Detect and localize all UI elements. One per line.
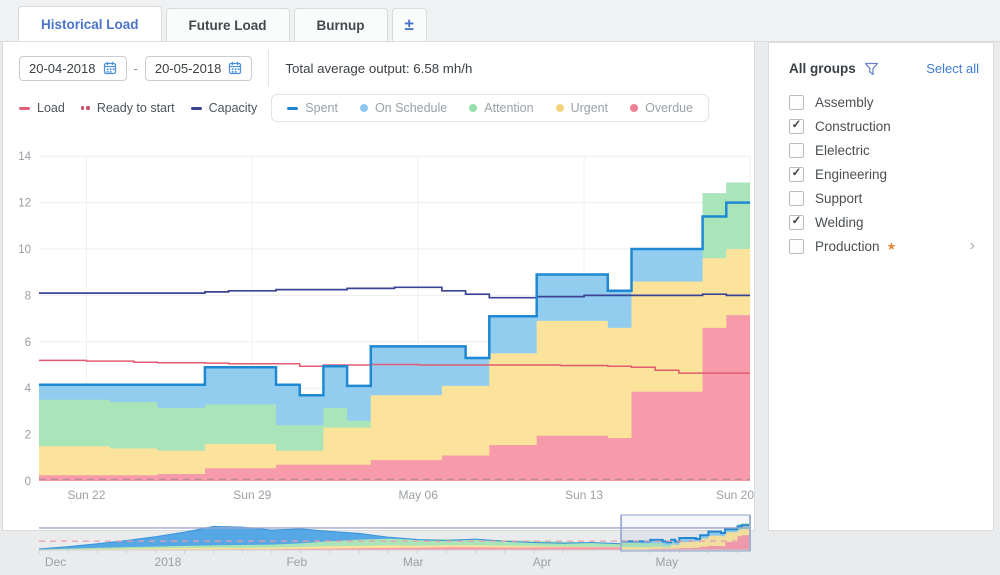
legend-item-capacity[interactable]: Capacity xyxy=(190,101,257,115)
group-label: Assembly xyxy=(815,94,874,110)
svg-text:May 06: May 06 xyxy=(399,488,439,502)
group-row-engineering[interactable]: ✓ Engineering xyxy=(789,162,979,186)
svg-text:Dec: Dec xyxy=(45,555,66,569)
line-legend: Load Ready to start Capacity xyxy=(19,101,257,115)
calendar-icon[interactable] xyxy=(103,61,117,75)
navigator-selection[interactable] xyxy=(620,514,751,552)
group-label: Welding xyxy=(815,214,864,230)
legend-item-overdue[interactable]: Overdue xyxy=(630,101,693,115)
svg-text:4: 4 xyxy=(25,383,32,395)
svg-text:2018: 2018 xyxy=(155,555,182,569)
toolbar-divider xyxy=(268,50,270,86)
star-icon: ★ xyxy=(886,240,897,253)
checkbox-engineering[interactable]: ✓ xyxy=(789,166,804,182)
chevron-right-icon[interactable]: › xyxy=(969,237,975,254)
filter-icon[interactable] xyxy=(864,62,879,76)
start-date-input[interactable]: 20-04-2018 xyxy=(19,55,127,81)
svg-text:2: 2 xyxy=(25,430,31,442)
total-average-output: Total average output: 6.58 mh/h xyxy=(285,60,473,76)
legend-item-load[interactable]: Load xyxy=(19,101,65,115)
chart-toolbar: 20-04-2018 - 20-05-2018 Total average ou… xyxy=(3,42,754,86)
ready-to-start-marker xyxy=(80,106,90,110)
group-label: Engineering xyxy=(815,166,888,182)
tab-historical-load[interactable]: Historical Load xyxy=(18,6,162,41)
svg-text:12: 12 xyxy=(18,198,31,210)
end-date-value: 20-05-2018 xyxy=(154,60,222,76)
attention-marker xyxy=(469,104,478,112)
svg-text:10: 10 xyxy=(18,244,31,256)
date-range-separator: - xyxy=(133,60,138,76)
tab-bar: Historical Load Future Load Burnup ± xyxy=(0,0,1000,42)
checkbox-support[interactable] xyxy=(789,190,804,206)
group-label: Support xyxy=(815,190,863,206)
checkbox-welding[interactable]: ✓ xyxy=(789,214,804,230)
svg-text:0: 0 xyxy=(25,476,31,488)
spent-marker xyxy=(287,106,299,110)
load-marker xyxy=(19,106,30,110)
svg-text:Sun 20: Sun 20 xyxy=(716,488,754,502)
checkbox-assembly[interactable] xyxy=(789,94,804,110)
svg-text:Sun 29: Sun 29 xyxy=(233,488,271,502)
start-date-value: 20-04-2018 xyxy=(29,60,96,76)
export-icon: ± xyxy=(404,15,414,34)
export-tab-button[interactable]: ± xyxy=(391,8,427,41)
group-label: Production xyxy=(815,238,880,254)
chart-panel: 20-04-2018 - 20-05-2018 Total average ou… xyxy=(2,42,756,569)
svg-text:Sun 13: Sun 13 xyxy=(565,488,603,502)
svg-text:Mar: Mar xyxy=(403,555,424,569)
capacity-marker xyxy=(190,106,202,110)
svg-text:8: 8 xyxy=(25,290,31,302)
legend-item-ready-to-start[interactable]: Ready to start xyxy=(80,101,175,115)
legend-item-urgent[interactable]: Urgent xyxy=(555,101,608,115)
group-row-elelectric[interactable]: Elelectric xyxy=(789,138,979,162)
group-label: Construction xyxy=(815,118,891,134)
on-schedule-marker xyxy=(359,104,368,112)
groups-header: All groups Select all xyxy=(789,61,979,76)
group-row-construction[interactable]: ✓ Construction xyxy=(789,114,979,138)
svg-text:6: 6 xyxy=(25,337,31,349)
tab-future-load[interactable]: Future Load xyxy=(165,8,290,41)
urgent-marker xyxy=(555,104,564,112)
timeline-navigator[interactable]: Dec 2018 Feb Mar Apr May xyxy=(3,512,756,570)
area-legend: Spent On Schedule Attention Urgent Overdue xyxy=(271,94,710,122)
svg-text:May: May xyxy=(655,555,678,569)
group-row-assembly[interactable]: Assembly xyxy=(789,90,979,114)
svg-text:Apr: Apr xyxy=(533,555,552,569)
group-row-welding[interactable]: ✓ Welding xyxy=(789,210,979,234)
group-label: Elelectric xyxy=(815,142,870,158)
groups-panel: All groups Select all Assembly ✓ Constru… xyxy=(768,42,994,531)
calendar-icon[interactable] xyxy=(228,61,242,75)
group-row-production[interactable]: Production ★ › xyxy=(789,234,979,258)
svg-text:Feb: Feb xyxy=(286,555,307,569)
svg-text:14: 14 xyxy=(18,151,31,163)
groups-title: All groups xyxy=(789,61,856,76)
end-date-input[interactable]: 20-05-2018 xyxy=(144,55,253,81)
overdue-marker xyxy=(630,104,639,112)
checkbox-production[interactable] xyxy=(789,238,804,254)
group-row-support[interactable]: Support xyxy=(789,186,979,210)
svg-text:Sun 22: Sun 22 xyxy=(67,488,105,502)
select-all-link[interactable]: Select all xyxy=(926,61,979,76)
legend-item-on-schedule[interactable]: On Schedule xyxy=(359,101,447,115)
tab-burnup[interactable]: Burnup xyxy=(293,8,388,41)
legend-item-spent[interactable]: Spent xyxy=(287,101,338,115)
legend-row: Load Ready to start Capacity Spent On Sched… xyxy=(3,85,754,123)
group-list: Assembly ✓ Construction Elelectric ✓ Eng… xyxy=(789,90,979,258)
legend-item-attention[interactable]: Attention xyxy=(469,101,534,115)
checkbox-construction[interactable]: ✓ xyxy=(789,118,804,134)
historical-load-chart[interactable]: 0 2 4 6 8 10 12 14 Sun 22 Sun 29 May 06 Sun 13 Sun 2… xyxy=(3,148,756,516)
checkbox-elelectric[interactable] xyxy=(789,142,804,158)
